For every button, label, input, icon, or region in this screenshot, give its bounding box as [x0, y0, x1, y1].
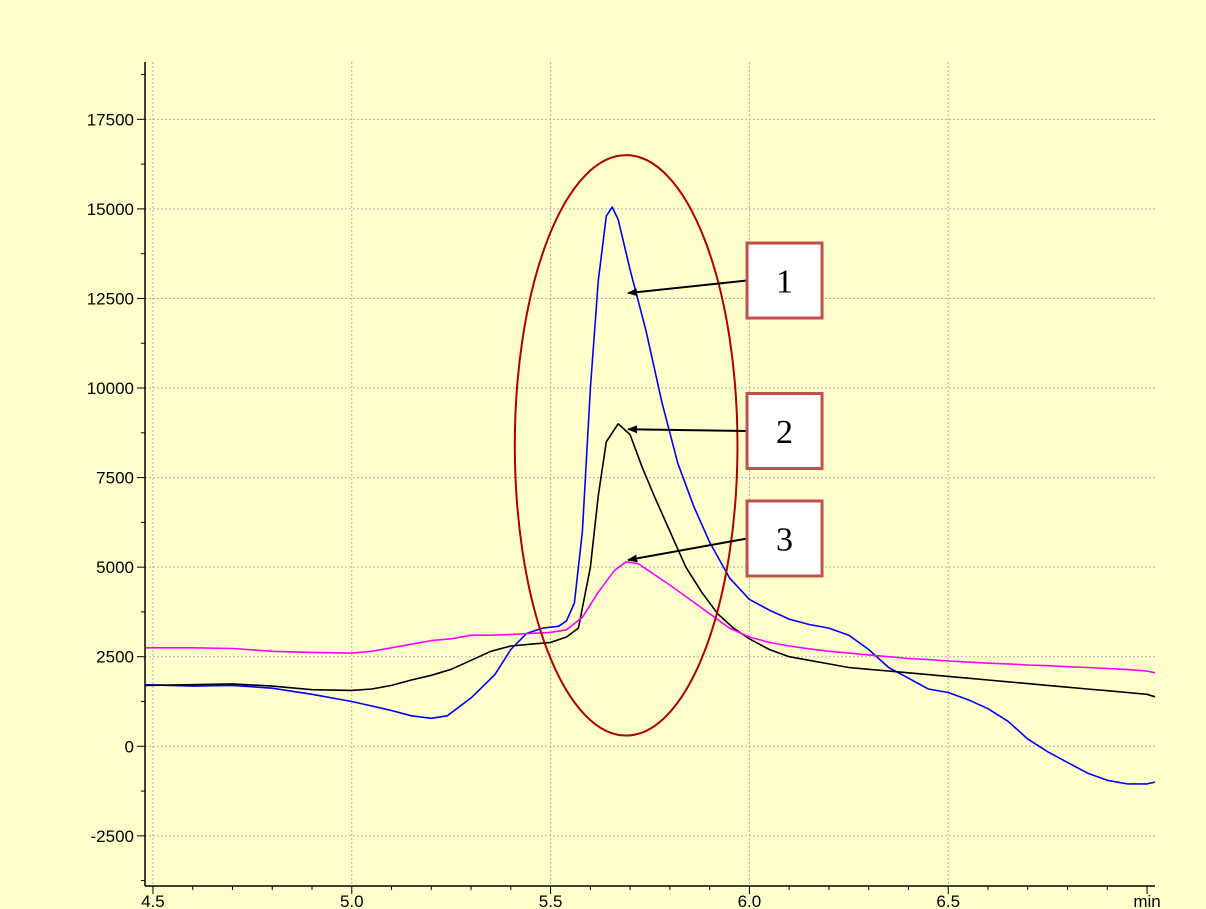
- series-line-2: [144, 423, 1156, 698]
- callout-2: 2: [627, 392, 824, 471]
- y-tick-label: 7500: [96, 469, 134, 488]
- x-tick-label: 4.5: [141, 892, 165, 909]
- plot-area: [145, 62, 1155, 886]
- callout-box: [745, 499, 824, 578]
- y-tick-label: 10000: [87, 379, 134, 398]
- series-lines: [144, 206, 1156, 785]
- y-tick-label: -2500: [91, 827, 134, 846]
- y-tick-label: 12500: [87, 289, 134, 308]
- axes: -2500 0 2500 5000 7500 10000 12500 15000 17500 4.…: [87, 62, 1161, 909]
- callout-box: [745, 241, 824, 320]
- callout-label: 1: [776, 264, 793, 301]
- callout-3: 3: [627, 499, 824, 578]
- y-tick-label: 15000: [87, 200, 134, 219]
- series-line-1: [144, 206, 1156, 785]
- y-tick-label: 5000: [96, 558, 134, 577]
- y-tick-label: 17500: [87, 110, 134, 129]
- callout-1: 1: [627, 241, 824, 320]
- x-tick-label: 6.5: [936, 892, 960, 909]
- series-line-3: [145, 561, 1156, 674]
- x-tick-label: 5.5: [539, 892, 563, 909]
- callout-label: 3: [776, 521, 793, 558]
- x-unit-label: min: [1133, 892, 1160, 909]
- callout-box: [745, 392, 824, 471]
- annotations: 1 2 3: [513, 154, 824, 737]
- y-tick-label: 2500: [96, 648, 134, 667]
- y-tick-label: 0: [125, 737, 134, 756]
- x-tick-label: 5.0: [340, 892, 364, 909]
- highlight-ellipse: [513, 154, 739, 737]
- callout-arrow: [627, 279, 748, 297]
- callout-arrow: [627, 425, 748, 434]
- callout-arrow: [627, 537, 748, 563]
- x-tick-label: 6.0: [738, 892, 762, 909]
- callout-label: 2: [776, 414, 793, 451]
- grid-lines: [145, 62, 1155, 886]
